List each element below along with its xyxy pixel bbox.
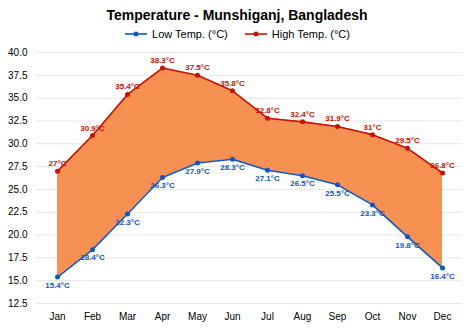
svg-text:Nov: Nov	[399, 311, 417, 322]
svg-text:28.3°C: 28.3°C	[220, 163, 245, 172]
svg-text:Apr: Apr	[155, 311, 171, 322]
svg-text:37.5: 37.5	[8, 70, 28, 81]
svg-text:22.5: 22.5	[8, 206, 28, 217]
svg-text:35.0: 35.0	[8, 92, 28, 103]
svg-text:27.1°C: 27.1°C	[255, 174, 280, 183]
svg-text:32.4°C: 32.4°C	[290, 110, 315, 119]
svg-text:38.3°C: 38.3°C	[150, 56, 175, 65]
svg-text:31°C: 31°C	[364, 123, 382, 132]
svg-text:22.3°C: 22.3°C	[115, 218, 140, 227]
svg-text:Dec: Dec	[434, 311, 452, 322]
svg-text:18.4°C: 18.4°C	[80, 253, 105, 262]
svg-text:29.5°C: 29.5°C	[395, 136, 420, 145]
svg-text:30.0: 30.0	[8, 138, 28, 149]
svg-text:23.3°C: 23.3°C	[360, 209, 385, 218]
svg-text:Oct: Oct	[365, 311, 381, 322]
svg-text:37.5°C: 37.5°C	[185, 63, 210, 72]
svg-text:32.5: 32.5	[8, 115, 28, 126]
svg-text:Jun: Jun	[224, 311, 240, 322]
svg-text:40.0: 40.0	[8, 47, 28, 58]
svg-text:Aug: Aug	[294, 311, 312, 322]
svg-text:27°C: 27°C	[49, 159, 67, 168]
svg-text:Sep: Sep	[329, 311, 347, 322]
svg-text:35.8°C: 35.8°C	[220, 79, 245, 88]
svg-text:19.8°C: 19.8°C	[395, 241, 420, 250]
svg-text:26.5°C: 26.5°C	[290, 179, 315, 188]
svg-text:27.9°C: 27.9°C	[185, 167, 210, 176]
svg-text:May: May	[188, 311, 207, 322]
svg-text:15.4°C: 15.4°C	[45, 281, 70, 290]
svg-text:Jul: Jul	[261, 311, 274, 322]
svg-text:12.5: 12.5	[8, 298, 28, 309]
svg-text:Mar: Mar	[119, 311, 137, 322]
svg-text:35.4°C: 35.4°C	[115, 82, 140, 91]
svg-text:32.8°C: 32.8°C	[255, 106, 280, 115]
svg-text:15.0: 15.0	[8, 275, 28, 286]
svg-text:Jan: Jan	[49, 311, 65, 322]
svg-text:30.9°C: 30.9°C	[80, 124, 105, 133]
svg-text:25.0: 25.0	[8, 184, 28, 195]
html-text:High Temp. (°C): High Temp. (°C)	[271, 28, 350, 40]
svg-text:26.3°C: 26.3°C	[150, 181, 175, 190]
svg-text:17.5: 17.5	[8, 252, 28, 263]
svg-text:31.9°C: 31.9°C	[325, 114, 350, 123]
svg-text:27.5: 27.5	[8, 161, 28, 172]
html-text:Low Temp. (°C): Low Temp. (°C)	[152, 28, 228, 40]
html-text:Temperature - Munshiganj, Bang: Temperature - Munshiganj, Bangladesh	[106, 7, 368, 23]
svg-text:26.8°C: 26.8°C	[430, 161, 455, 170]
svg-text:25.5°C: 25.5°C	[325, 189, 350, 198]
svg-text:20.0: 20.0	[8, 229, 28, 240]
svg-text:16.4°C: 16.4°C	[430, 272, 455, 281]
svg-text:Feb: Feb	[84, 311, 102, 322]
